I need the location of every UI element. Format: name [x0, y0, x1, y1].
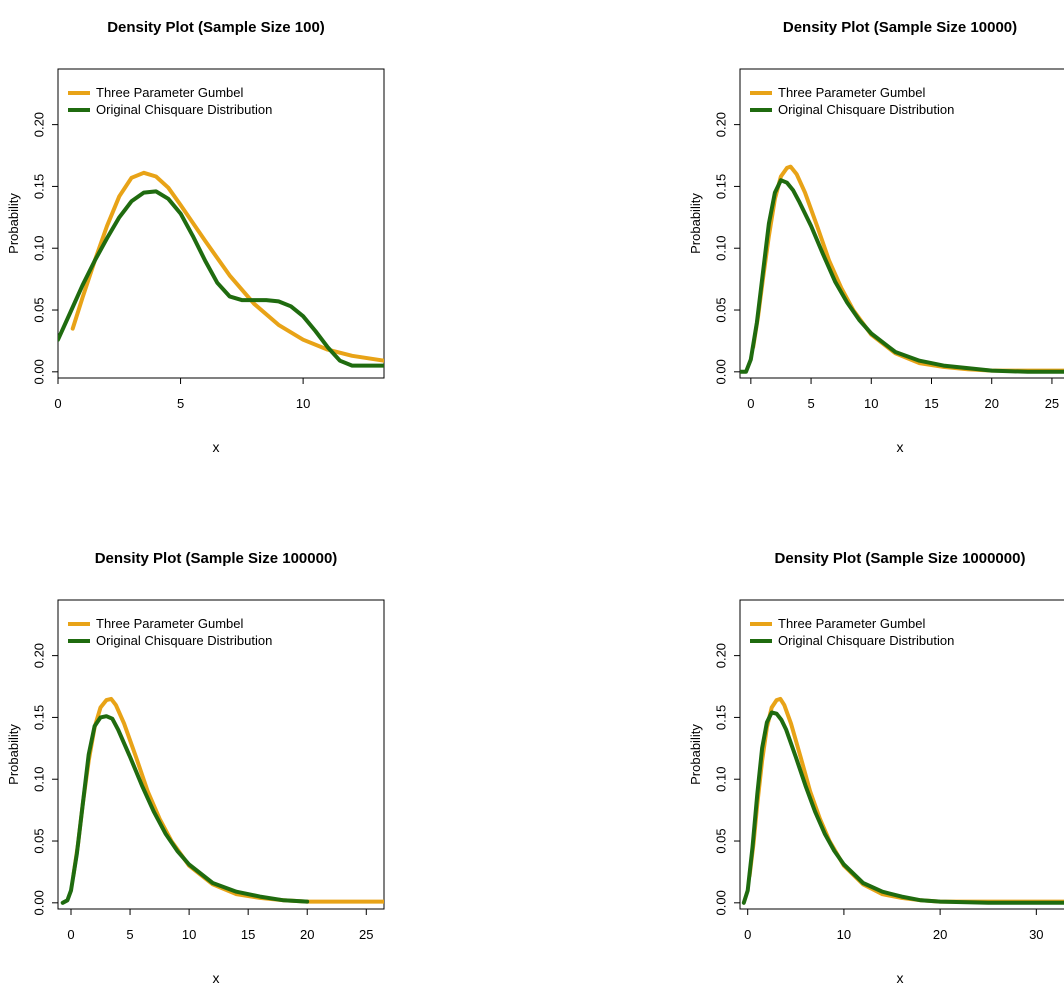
legend-entry-label: Original Chisquare Distribution — [778, 102, 954, 117]
x-tick-label: 20 — [300, 927, 314, 942]
y-tick-label: 0.15 — [714, 174, 729, 199]
plot-frame — [739, 68, 1064, 379]
x-axis: 0 5 10 15 20 25 — [67, 909, 374, 942]
y-axis-label: Probability — [688, 193, 703, 254]
gumbel-density-line — [751, 164, 1064, 373]
x-axis-label: x — [897, 970, 904, 986]
y-tick-label: 0.00 — [32, 359, 47, 384]
x-tick-label: 25 — [1045, 396, 1059, 411]
x-tick-label: 5 — [807, 396, 814, 411]
y-tick-label: 0.20 — [714, 643, 729, 668]
y-tick-label: 0.05 — [714, 828, 729, 853]
x-tick-label: 0 — [67, 927, 74, 942]
x-tick-label: 5 — [126, 927, 133, 942]
x-tick-label: 0 — [54, 396, 61, 411]
x-tick-label: 10 — [837, 927, 851, 942]
chart-panel-4: Density Plot (Sample Size 1000000) 0 10 20 3… — [688, 550, 1064, 986]
legend-entry-label: Original Chisquare Distribution — [96, 102, 272, 117]
x-axis-label: x — [213, 439, 220, 455]
y-axis: 0.00 0.05 0.10 0.15 0.20 — [32, 643, 58, 915]
y-tick-label: 0.05 — [32, 828, 47, 853]
x-tick-label: 20 — [933, 927, 947, 942]
plot-frame — [739, 599, 1064, 910]
x-tick-label: 25 — [359, 927, 373, 942]
y-tick-label: 0.05 — [32, 297, 47, 322]
x-axis-label: x — [213, 970, 220, 986]
plot-frame — [57, 68, 385, 379]
x-axis: 0 5 10 — [54, 378, 310, 411]
y-axis-label: Probability — [6, 193, 21, 254]
x-axis: 0 5 10 15 20 25 — [747, 378, 1059, 411]
legend: Three Parameter Gumbel Original Chisquare… — [750, 85, 954, 117]
y-tick-label: 0.10 — [32, 767, 47, 792]
x-tick-label: 15 — [924, 396, 938, 411]
x-tick-label: 5 — [177, 396, 184, 411]
chart-panel-2: Density Plot (Sample Size 10000) 0 5 10 15 20… — [688, 19, 1064, 455]
y-tick-label: 0.15 — [32, 705, 47, 730]
y-tick-label: 0.00 — [714, 890, 729, 915]
gumbel-density-line — [70, 170, 384, 363]
legend-entry-label: Three Parameter Gumbel — [96, 616, 244, 631]
y-tick-label: 0.20 — [714, 112, 729, 137]
x-tick-label: 10 — [182, 927, 196, 942]
x-axis-label: x — [897, 439, 904, 455]
legend-entry-label: Original Chisquare Distribution — [778, 633, 954, 648]
x-tick-label: 10 — [296, 396, 310, 411]
legend-entry-label: Three Parameter Gumbel — [778, 616, 926, 631]
y-axis: 0.00 0.05 0.10 0.15 0.20 — [32, 112, 58, 384]
y-axis-label: Probability — [6, 724, 21, 785]
legend-entry-label: Original Chisquare Distribution — [96, 633, 272, 648]
plot-frame — [57, 599, 385, 910]
y-axis: 0.00 0.05 0.10 0.15 0.20 — [714, 643, 740, 915]
chisquare-density-line — [740, 178, 1064, 374]
y-tick-label: 0.00 — [714, 359, 729, 384]
x-tick-label: 15 — [241, 927, 255, 942]
x-tick-label: 20 — [984, 396, 998, 411]
y-axis-label: Probability — [688, 724, 703, 785]
y-tick-label: 0.00 — [32, 890, 47, 915]
chart-title: Density Plot (Sample Size 100000) — [95, 550, 338, 567]
y-tick-label: 0.20 — [32, 112, 47, 137]
y-tick-label: 0.05 — [714, 297, 729, 322]
legend: Three Parameter Gumbel Original Chisquare… — [68, 616, 272, 648]
chart-title: Density Plot (Sample Size 1000000) — [775, 550, 1026, 567]
legend: Three Parameter Gumbel Original Chisquare… — [68, 85, 272, 117]
x-tick-label: 0 — [744, 927, 751, 942]
chart-title: Density Plot (Sample Size 100) — [107, 19, 325, 36]
x-axis: 0 10 20 30 — [744, 909, 1044, 942]
y-axis: 0.00 0.05 0.10 0.15 0.20 — [714, 112, 740, 384]
gumbel-density-line — [747, 696, 1064, 904]
y-tick-label: 0.10 — [32, 236, 47, 261]
y-tick-label: 0.15 — [714, 705, 729, 730]
legend-entry-label: Three Parameter Gumbel — [96, 85, 244, 100]
chisquare-density-line — [60, 714, 310, 905]
legend: Three Parameter Gumbel Original Chisquare… — [750, 616, 954, 648]
x-tick-label: 10 — [864, 396, 878, 411]
y-tick-label: 0.10 — [714, 236, 729, 261]
x-tick-label: 0 — [747, 396, 754, 411]
legend-entry-label: Three Parameter Gumbel — [778, 85, 926, 100]
chisquare-density-line — [741, 710, 1064, 905]
y-tick-label: 0.10 — [714, 767, 729, 792]
chart-panel-1: Density Plot (Sample Size 100)0 5 10x0.000… — [6, 19, 385, 455]
chart-panel-3: Density Plot (Sample Size 100000) 0 5 10 15 2… — [6, 550, 385, 986]
y-tick-label: 0.15 — [32, 174, 47, 199]
x-tick-label: 30 — [1029, 927, 1043, 942]
y-tick-label: 0.20 — [32, 643, 47, 668]
chart-title: Density Plot (Sample Size 10000) — [783, 19, 1017, 36]
chisquare-density-line — [58, 189, 384, 368]
